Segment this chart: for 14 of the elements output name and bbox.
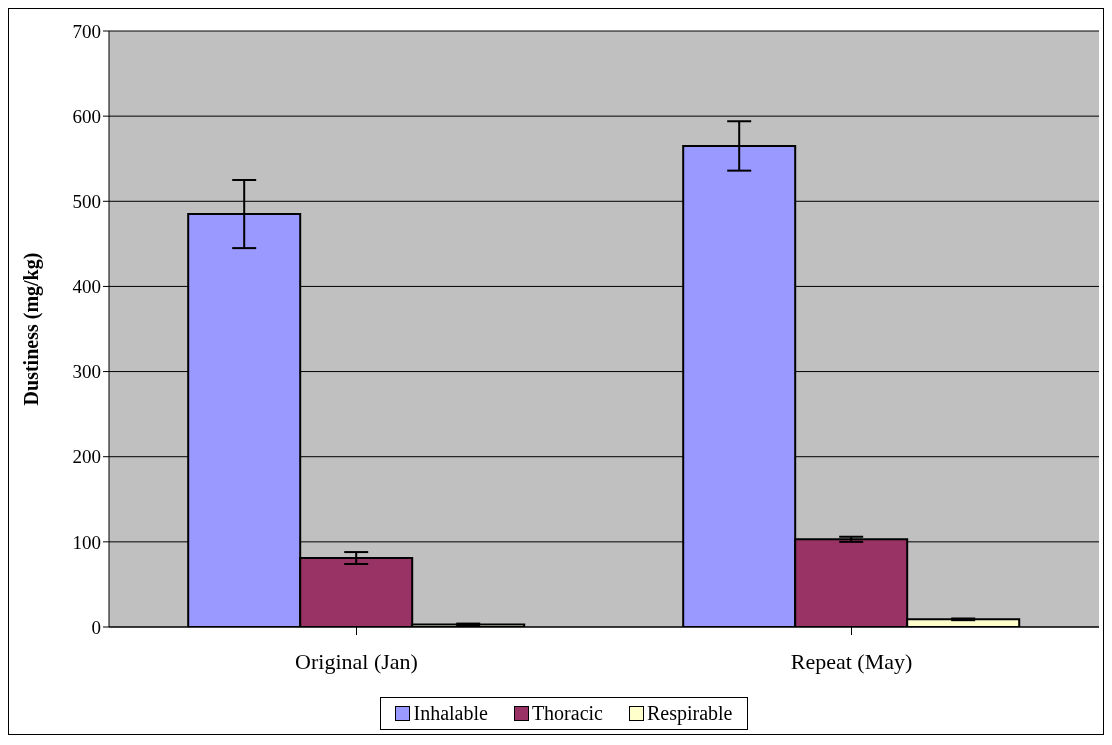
y-tick-label: 600 [72,105,101,127]
y-tick-label: 200 [72,446,101,468]
y-axis-title: Dustiness (mg/kg) [20,252,44,406]
legend-label: Thoracic [530,702,603,725]
x-tick-label: Repeat (May) [790,648,913,674]
legend-label: Inhalable [412,702,488,725]
legend-label: Respirable [645,702,733,725]
y-tick-label: 100 [72,531,101,553]
y-tick-label: 0 [91,616,101,638]
y-tick-label: 700 [72,20,101,42]
y-tick-label: 400 [72,276,101,298]
x-tick-label: Original (Jan) [295,648,418,674]
y-tick-label: 500 [72,191,101,213]
y-tick-label: 300 [72,361,101,383]
